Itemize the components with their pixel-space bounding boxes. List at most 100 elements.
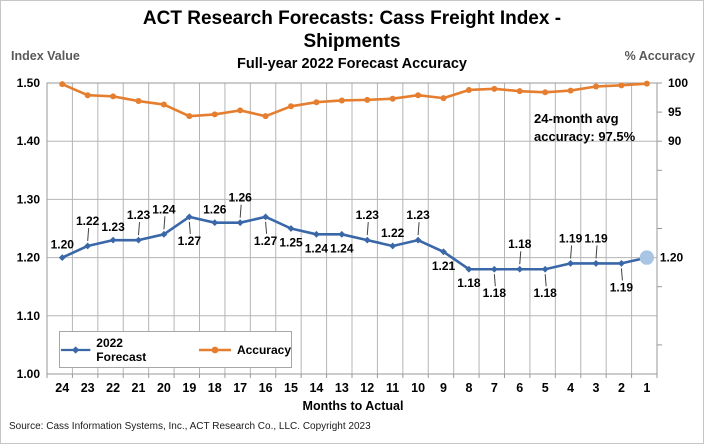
data-label: 1.21 (432, 259, 456, 273)
left-axis-tick-label: 1.50 (17, 76, 41, 90)
forecast-point (135, 236, 142, 244)
x-axis-tick-label: 16 (259, 381, 273, 395)
forecast-point (592, 260, 600, 267)
x-axis-tick-label: 3 (593, 381, 600, 395)
accuracy-point (237, 107, 244, 114)
label-leader-line (163, 216, 166, 230)
forecast-point (236, 219, 244, 227)
forecast-point (109, 236, 117, 244)
avg-accuracy-annotation: 24-month avg accuracy: 97.5% (534, 110, 635, 146)
label-leader-line (620, 268, 623, 281)
accuracy-point (84, 92, 91, 99)
data-label: 1.23 (127, 208, 151, 222)
x-axis-tick-label: 5 (542, 381, 549, 395)
forecast-point (58, 254, 66, 261)
legend: 2022 Forecast Accuracy (59, 331, 292, 368)
x-axis-tick-label: 18 (208, 381, 222, 395)
legend-label-accuracy: Accuracy (236, 342, 291, 357)
x-axis-tick-label: 4 (567, 381, 574, 395)
data-label: 1.19 (610, 280, 634, 294)
accuracy-point (288, 103, 294, 110)
x-axis-tick-label: 8 (465, 381, 472, 395)
data-label: 1.24 (152, 202, 176, 216)
data-label: 1.23 (356, 208, 380, 222)
forecast-line (61, 215, 648, 271)
label-leader-line (595, 245, 598, 259)
data-label: 1.26 (203, 203, 227, 217)
data-label: 1.18 (508, 237, 532, 251)
accuracy-point (110, 93, 117, 100)
accuracy-point (211, 111, 218, 118)
accuracy-point (516, 88, 523, 95)
label-leader-line (138, 222, 140, 236)
label-leader-line (570, 245, 573, 259)
x-axis-tick-label: 7 (491, 381, 498, 395)
data-label: 1.24 (305, 241, 329, 255)
forecast-point (414, 236, 422, 244)
accuracy-point (59, 81, 66, 88)
data-label: 1.24 (330, 241, 354, 255)
accuracy-point (440, 95, 447, 102)
accuracy-point (186, 113, 193, 120)
x-axis-tick-label: 19 (182, 381, 196, 395)
left-axis-tick-label: 1.10 (17, 309, 41, 323)
chart-title: ACT Research Forecasts: Cass Freight Ind… (1, 7, 703, 53)
forecast-point (262, 213, 269, 221)
accuracy-point (135, 98, 142, 105)
right-axis-tick-label: 95 (668, 105, 682, 119)
label-leader-line (366, 222, 369, 236)
forecast-point (618, 260, 625, 267)
accuracy-point (313, 99, 320, 106)
forecast-point (160, 230, 168, 238)
forecast-point (313, 230, 320, 238)
label-leader-line (544, 274, 547, 287)
x-axis-tick-label: 23 (81, 381, 95, 395)
forecast-point (440, 248, 447, 256)
x-axis-tick-label: 11 (386, 381, 399, 395)
x-axis-title: Months to Actual (302, 399, 404, 413)
legend-item-accuracy: Accuracy (198, 343, 291, 357)
right-axis-tick-label: 100 (668, 76, 688, 90)
x-axis-tick-label: 9 (440, 381, 447, 395)
avg-accuracy-annotation-line1: 24-month avg (534, 111, 619, 126)
data-label: 1.18 (483, 286, 507, 300)
chart-title-line1: ACT Research Forecasts: Cass Freight Ind… (142, 8, 562, 29)
accuracy-point (389, 95, 396, 102)
forecast-point (541, 265, 549, 273)
x-axis-tick-label: 14 (309, 381, 323, 395)
left-axis-title: Index Value (11, 49, 80, 63)
source-note: Source: Cass Information Systems, Inc., … (9, 421, 371, 432)
data-label: 1.23 (101, 220, 125, 234)
label-leader-line (188, 221, 191, 234)
forecast-final-point (639, 250, 655, 265)
x-axis-tick-label: 2 (618, 381, 625, 395)
data-label: 1.26 (228, 191, 252, 205)
accuracy-point (643, 80, 650, 87)
left-axis-tick-label: 1.30 (17, 192, 41, 206)
data-label: 1.18 (533, 286, 557, 300)
left-axis-tick-label: 1.00 (17, 367, 41, 381)
avg-accuracy-annotation-line2: accuracy: 97.5% (534, 129, 636, 144)
accuracy-point (567, 87, 574, 94)
data-label: 1.27 (254, 234, 278, 248)
data-label: 1.20 (51, 238, 75, 252)
forecast-point (211, 219, 219, 227)
x-axis-tick-label: 15 (284, 381, 298, 395)
x-axis-tick-label: 12 (360, 381, 374, 395)
forecast-point (389, 242, 397, 250)
left-axis-tick-label: 1.20 (17, 251, 41, 265)
x-axis-tick-label: 6 (516, 381, 523, 395)
x-axis-tick-label: 1 (643, 381, 650, 395)
chart-title-line2: Shipments (303, 31, 401, 52)
forecast-point (490, 265, 498, 273)
data-label: 1.20 (660, 251, 684, 265)
chart-subtitle: Full-year 2022 Forecast Accuracy (237, 56, 467, 72)
accuracy-point (415, 92, 422, 99)
accuracy-point (491, 85, 498, 92)
data-label: 1.23 (406, 208, 430, 222)
accuracy-point (465, 86, 472, 93)
data-label: 1.19 (559, 231, 583, 245)
forecast-point (287, 225, 295, 232)
label-leader-line (417, 222, 420, 236)
forecast-point (338, 230, 346, 238)
